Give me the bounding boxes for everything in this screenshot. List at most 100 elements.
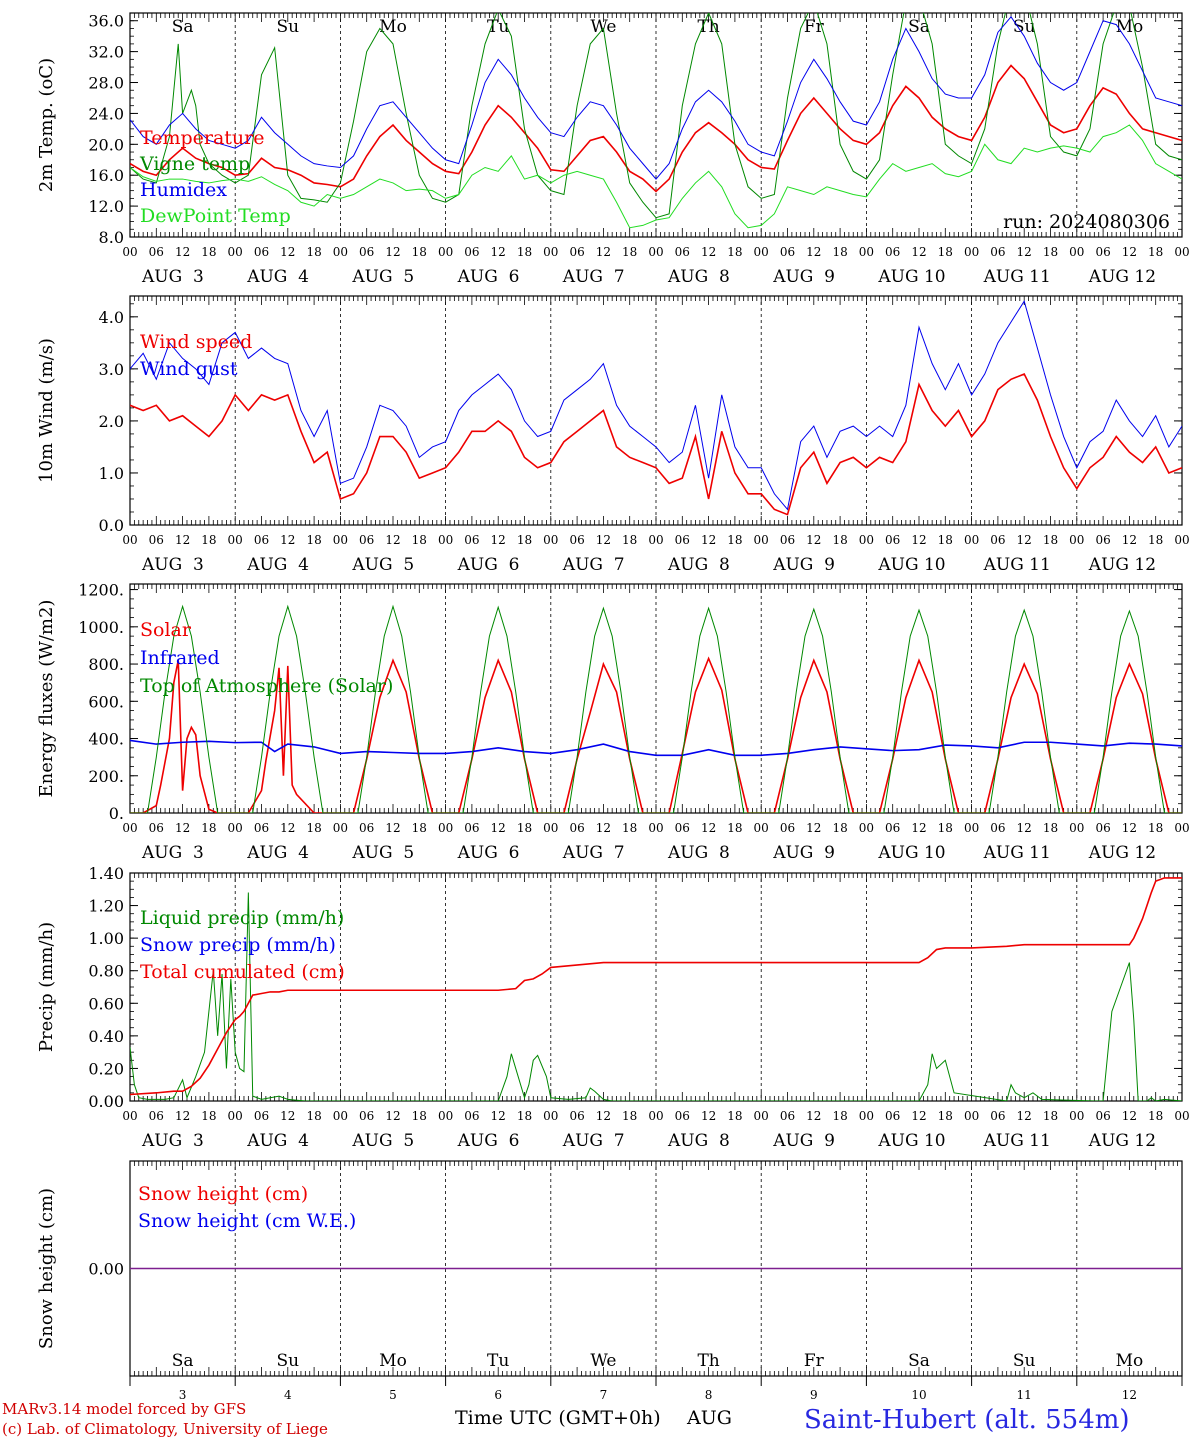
hour-label: 12 (1017, 245, 1032, 259)
hour-label: 06 (149, 533, 164, 547)
series-group (130, 604, 1182, 813)
hour-label: 12 (596, 533, 611, 547)
y-tick-label: 1.20 (88, 897, 124, 916)
day-name: Tu (487, 1351, 509, 1371)
date-label: AUG 11 (983, 267, 1051, 287)
x-ticks (129, 296, 1183, 525)
hour-label: 12 (175, 245, 190, 259)
hour-label: 06 (464, 245, 479, 259)
x-ticks (129, 584, 1183, 813)
hour-label: 00 (1174, 533, 1189, 547)
hour-label: 18 (727, 245, 742, 259)
y-tick-label: 400. (88, 730, 124, 749)
hour-label: 12 (280, 245, 295, 259)
series-line-liquid-precip-mm-h- (130, 892, 1182, 1101)
hour-label: 18 (1148, 1109, 1163, 1123)
date-label: AUG 9 (772, 1131, 835, 1151)
hour-label: 06 (675, 1109, 690, 1123)
date-label: AUG 8 (667, 1131, 730, 1151)
panel-5: 0.00 Snow height (cm) Sa Su Mo Tu We Th Fr Sa Su Mo… (36, 1160, 1183, 1402)
panel-4: 0.00 0.20 0.40 0.60 0.80 1.00 1.20 1.40 Precip (… (36, 864, 1190, 1151)
hour-label: 00 (333, 1109, 348, 1123)
hour-label: 06 (464, 821, 479, 835)
hour-label: 18 (517, 1109, 532, 1123)
hour-label: 12 (1122, 821, 1137, 835)
y-tick-label: 16.0 (88, 166, 124, 185)
hour-label: 06 (990, 821, 1005, 835)
date-label: AUG 12 (1088, 1131, 1156, 1151)
hour-label: 00 (859, 533, 874, 547)
series-line-total-cumulated-cm- (130, 877, 1182, 1096)
legend-entry: Wind gust (140, 358, 238, 380)
y-tick-label: 2.0 (99, 412, 124, 431)
date-label: AUG 6 (457, 1131, 520, 1151)
date-label: AUG 10 (877, 843, 945, 863)
hour-label: 06 (569, 533, 584, 547)
date-label: AUG 10 (877, 555, 945, 575)
hour-label: 06 (254, 821, 269, 835)
hour-label: 00 (333, 245, 348, 259)
date-label: AUG 4 (246, 555, 309, 575)
hour-label: 12 (280, 1109, 295, 1123)
hour-label: 00 (122, 821, 137, 835)
hour-label: 00 (754, 245, 769, 259)
day-name: We (590, 1351, 616, 1371)
y-tick-label: 600. (88, 692, 124, 711)
hour-label: 12 (596, 821, 611, 835)
hour-label: 00 (754, 1109, 769, 1123)
hour-label: 06 (1095, 1109, 1110, 1123)
hour-label: 06 (780, 533, 795, 547)
hour-label: 18 (622, 245, 637, 259)
hour-label: 06 (990, 1109, 1005, 1123)
hour-label: 00 (333, 821, 348, 835)
hour-label: 00 (543, 1109, 558, 1123)
hour-label: 06 (254, 245, 269, 259)
hour-label: 12 (491, 533, 506, 547)
day-name: Th (697, 1351, 719, 1371)
date-label: AUG 4 (246, 843, 309, 863)
station-name: Saint-Hubert (alt. 554m) (804, 1405, 1130, 1435)
hour-label: 12 (1017, 821, 1032, 835)
y-tick-label: 20.0 (88, 135, 124, 154)
y-tick-label: 1.00 (88, 929, 124, 948)
hour-label: 06 (885, 533, 900, 547)
day-name: Su (276, 1351, 299, 1371)
hour-label: 00 (859, 821, 874, 835)
hour-label: 00 (438, 533, 453, 547)
y-tick-label: 0.60 (88, 994, 124, 1013)
hour-label: 00 (1174, 245, 1189, 259)
hour-label: 12 (911, 821, 926, 835)
hour-label: 12 (701, 821, 716, 835)
hour-label: 00 (1174, 821, 1189, 835)
series-line-temperature (130, 64, 1182, 193)
plot-frame (129, 12, 1183, 238)
hour-label: 00 (438, 1109, 453, 1123)
hour-label: 18 (517, 245, 532, 259)
hour-label: 18 (517, 533, 532, 547)
date-label: AUG 8 (667, 843, 730, 863)
date-label: AUG 9 (772, 843, 835, 863)
y-axis-title: Precip (mm/h) (36, 922, 57, 1052)
y-tick-label: 36.0 (88, 12, 124, 31)
date-label: AUG 6 (457, 267, 520, 287)
day-number: 8 (705, 1388, 713, 1402)
day-name: Sa (172, 17, 194, 37)
hour-label: 00 (438, 245, 453, 259)
hour-label: 12 (701, 533, 716, 547)
date-label: AUG 6 (457, 555, 520, 575)
series-group (130, 299, 1182, 516)
date-label: AUG 3 (141, 843, 204, 863)
y-tick-label: 1.40 (88, 864, 124, 883)
day-name: Mo (1116, 17, 1144, 37)
hour-label: 00 (122, 245, 137, 259)
hour-label: 12 (385, 245, 400, 259)
hour-label: 06 (359, 1109, 374, 1123)
hour-label: 06 (254, 533, 269, 547)
legend-entry: Temperature (140, 127, 264, 149)
hour-label: 00 (1069, 245, 1084, 259)
hour-label: 00 (754, 533, 769, 547)
panel-2: 0.0 1.0 2.0 3.0 4.0 10m Wind (m/s) 00 06 12 18 00 0… (36, 295, 1190, 575)
legend-entry: Liquid precip (mm/h) (140, 907, 344, 929)
hour-label: 06 (675, 533, 690, 547)
panel-3: 0. 200. 400. 600. 800. 1000. 1200. Energy fluxe… (36, 581, 1190, 863)
